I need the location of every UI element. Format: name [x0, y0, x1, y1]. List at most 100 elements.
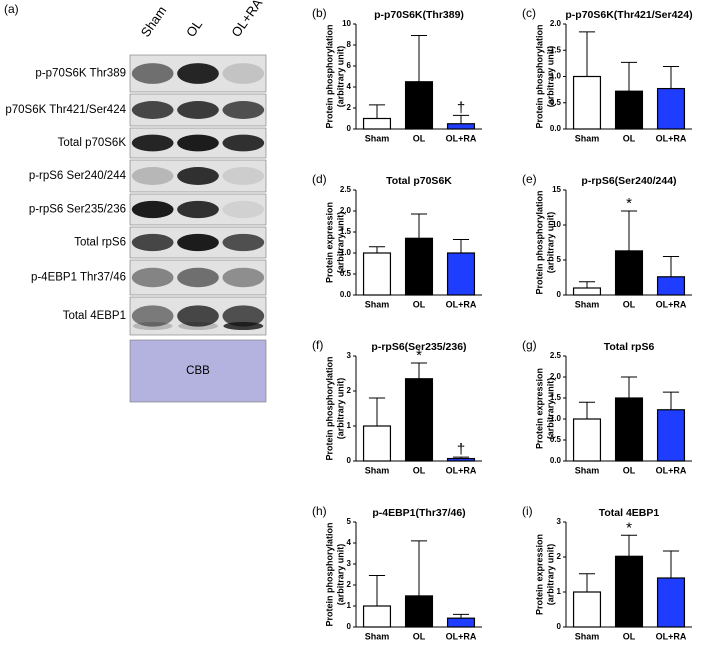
blot-band [222, 267, 265, 288]
blot-box [129, 339, 267, 403]
significance-mark: † [457, 441, 465, 458]
y-axis-label: (arbitrary unit) [335, 212, 345, 274]
blot-band [131, 63, 174, 84]
x-tick-label: OL [413, 133, 426, 143]
blot-band [131, 134, 174, 152]
y-axis-label: (arbitrary unit) [335, 378, 345, 440]
panel-label: (f) [312, 338, 323, 352]
blot-band [177, 63, 219, 84]
blot-band [223, 322, 264, 330]
row-label: p-4EBP1 Thr37/46 [31, 272, 126, 284]
blot-band [177, 134, 219, 152]
x-tick-label: Sham [365, 631, 390, 641]
blot-band [222, 200, 265, 219]
x-tick-label: Sham [365, 133, 390, 143]
y-tick-label: 2.5 [340, 185, 352, 194]
y-axis-label: Protein phosphorylation [534, 24, 544, 128]
y-tick-label: 3 [557, 517, 562, 526]
y-tick-label: 3 [347, 559, 352, 568]
y-tick-label: 10 [552, 220, 561, 229]
y-tick-label: 2.0 [340, 206, 352, 215]
y-tick-label: 3 [347, 351, 352, 360]
bar [614, 90, 644, 130]
bar [404, 81, 434, 130]
panel-label: (c) [522, 6, 536, 20]
panel-label: (a) [4, 2, 19, 16]
y-axis-label: Protein phosphorylation [324, 356, 334, 460]
y-tick-label: 0.0 [550, 456, 562, 465]
chart-title: p-p70S6K(Thr389) [374, 9, 464, 21]
bar [572, 418, 602, 462]
blot-band [131, 200, 174, 219]
panel-label: (d) [312, 172, 327, 186]
x-tick-label: OL+RA [446, 465, 477, 475]
lane-label: OL [183, 17, 205, 40]
y-tick-label: 4 [347, 82, 352, 91]
bar [572, 591, 602, 628]
row-label: p70S6K Thr421/Ser424 [5, 104, 126, 116]
bar [362, 252, 392, 296]
chart-title: p-4EBP1(Thr37/46) [372, 507, 465, 519]
y-axis-label: Protein phosphorylation [534, 190, 544, 294]
y-tick-label: 2.0 [550, 19, 562, 28]
y-axis-label: Protein phosphorylation [324, 522, 334, 626]
chart-title: p-rpS6(Ser240/244) [581, 175, 676, 187]
y-tick-label: 1 [557, 587, 562, 596]
bar [572, 75, 602, 130]
blot-band [177, 267, 219, 288]
x-tick-label: Sham [575, 299, 600, 309]
x-tick-label: OL [413, 465, 426, 475]
x-tick-label: Sham [575, 465, 600, 475]
x-tick-label: Sham [365, 465, 390, 475]
y-tick-label: 0.5 [550, 98, 562, 107]
y-tick-label: 4 [347, 538, 352, 547]
bar [446, 123, 476, 130]
row-label: CBB [186, 365, 210, 377]
row-label: Total 4EBP1 [63, 310, 126, 322]
bar [404, 378, 434, 462]
blot-band [132, 322, 173, 330]
y-axis-label: (arbitrary unit) [545, 46, 555, 108]
row-label: p-rpS6 Ser235/236 [29, 204, 126, 216]
blot-band [177, 167, 219, 185]
chart-title: p-rpS6(Ser235/236) [371, 341, 466, 353]
y-tick-label: 0.0 [340, 290, 352, 299]
y-tick-label: 0 [557, 622, 562, 631]
y-axis-label: Protein phosphorylation [324, 24, 334, 128]
y-tick-label: 5 [347, 517, 352, 526]
y-tick-label: 2.5 [550, 351, 562, 360]
y-tick-label: 2 [347, 386, 352, 395]
panel-label: (g) [522, 338, 537, 352]
bar [614, 397, 644, 462]
x-tick-label: OL+RA [656, 299, 687, 309]
y-tick-label: 0 [347, 456, 352, 465]
blot-band [222, 134, 265, 152]
bar [572, 287, 602, 296]
x-tick-label: OL+RA [656, 133, 687, 143]
y-tick-label: 1.5 [550, 393, 562, 402]
bar [446, 457, 476, 462]
y-axis-label: (arbitrary unit) [545, 212, 555, 274]
panel-label: (b) [312, 6, 327, 20]
y-tick-label: 2 [347, 580, 352, 589]
x-tick-label: OL+RA [656, 465, 687, 475]
x-tick-label: OL [623, 133, 636, 143]
y-tick-label: 1.0 [550, 414, 562, 423]
blot-band [131, 267, 174, 288]
x-tick-label: Sham [365, 299, 390, 309]
y-tick-label: 1.0 [550, 72, 562, 81]
blot-band [178, 322, 218, 330]
y-axis-label: Protein expression [324, 202, 334, 283]
y-tick-label: 5 [557, 255, 562, 264]
y-tick-label: 0.0 [550, 124, 562, 133]
row-label: Total rpS6 [74, 237, 126, 249]
x-tick-label: OL+RA [446, 631, 477, 641]
y-tick-label: 0.5 [340, 269, 352, 278]
significance-mark: * [626, 195, 632, 212]
x-tick-label: OL [413, 299, 426, 309]
bar [656, 87, 686, 130]
bar [404, 595, 434, 628]
blot-band [222, 101, 265, 119]
chart-title: Total rpS6 [604, 341, 655, 353]
